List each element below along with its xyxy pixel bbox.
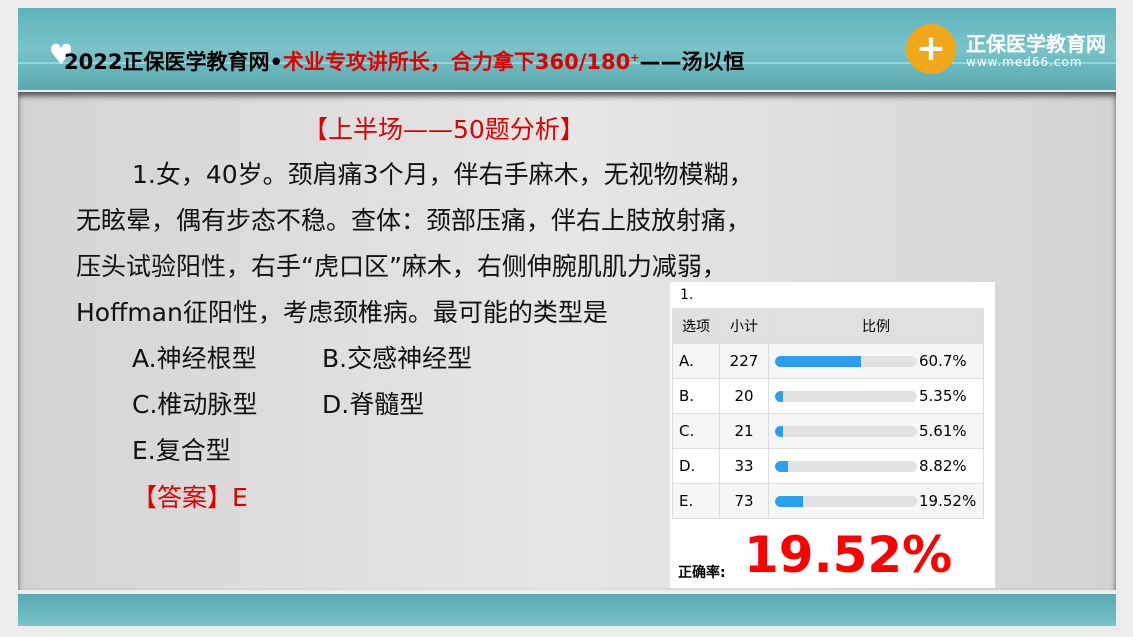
table-row: E. 73 19.52%	[672, 483, 984, 519]
table-row: B. 20 5.35%	[672, 378, 984, 414]
ratio-bar-fill	[775, 355, 862, 367]
title-sup: +	[630, 51, 640, 64]
answer: 【答案】E	[132, 483, 248, 512]
row-ratio: 5.35%	[768, 378, 984, 414]
header-line	[18, 62, 1116, 64]
ratio-bar	[775, 390, 917, 402]
question-line: 1.女，40岁。颈肩痛3个月，伴右手麻木，无视物模糊，	[132, 160, 754, 189]
row-percent: 5.61%	[919, 422, 967, 441]
stats-table: 选项 小计 比例 A. 227 60.7% B. 20 5.35% C. 21 5.61…	[672, 308, 984, 519]
table-row: A. 227 60.7%	[672, 343, 984, 379]
row-count: 20	[719, 378, 769, 414]
question-line: 压头试验阳性，右手“虎口区”麻木，右侧伸腕肌肌力减弱，	[76, 252, 727, 281]
accuracy-value: 19.52%	[744, 526, 953, 584]
logo-name: 正保医学教育网	[966, 32, 1106, 56]
row-count: 73	[719, 483, 769, 519]
row-option: C.	[672, 413, 720, 449]
accuracy-label: 正确率:	[678, 565, 726, 581]
row-ratio: 8.82%	[768, 448, 984, 484]
section-title: 【上半场——50题分析】	[303, 115, 585, 144]
logo-url: www.med66.com	[966, 55, 1083, 69]
row-percent: 60.7%	[919, 352, 967, 371]
ratio-bar	[775, 355, 917, 367]
ratio-bar-fill	[775, 390, 783, 402]
row-option: D.	[672, 448, 720, 484]
ratio-bar-fill	[775, 425, 783, 437]
title-red: 术业专攻讲所长，合力拿下360/180	[282, 50, 631, 74]
ratio-bar	[775, 495, 917, 507]
row-count: 21	[719, 413, 769, 449]
option-d: D.脊髓型	[322, 390, 425, 419]
option-a: A.神经根型	[132, 344, 257, 373]
footer-strip	[18, 594, 1116, 626]
row-ratio: 5.61%	[768, 413, 984, 449]
title-tail: ——汤以恒	[639, 50, 745, 74]
row-count: 227	[719, 343, 769, 379]
table-row: D. 33 8.82%	[672, 448, 984, 484]
ratio-bar-fill	[775, 460, 788, 472]
col-header-ratio: 比例	[768, 308, 984, 344]
row-percent: 19.52%	[919, 492, 977, 511]
ratio-bar	[775, 460, 917, 472]
col-header-count: 小计	[719, 308, 769, 344]
row-option: B.	[672, 378, 720, 414]
option-e: E.复合型	[132, 436, 231, 465]
row-percent: 8.82%	[919, 457, 967, 476]
table-row: C. 21 5.61%	[672, 413, 984, 449]
banner-title: 2022正保医学教育网•术业专攻讲所长，合力拿下360/180+——汤以恒	[64, 46, 744, 76]
option-b: B.交感神经型	[322, 344, 473, 373]
row-ratio: 19.52%	[768, 483, 984, 519]
logo-icon: +	[906, 24, 956, 74]
row-count: 33	[719, 448, 769, 484]
stats-question-number: 1.	[680, 287, 694, 303]
question-line: 无眩晕，偶有步态不稳。查体：颈部压痛，伴右上肢放射痛，	[76, 206, 752, 235]
row-percent: 5.35%	[919, 387, 967, 406]
stats-panel: 1. 选项 小计 比例 A. 227 60.7% B. 20 5.35% C. 21 5…	[670, 282, 995, 588]
row-option: E.	[672, 483, 720, 519]
title-black: 2022正保医学教育网•	[64, 50, 283, 74]
row-option: A.	[672, 343, 720, 379]
heart-plus-icon: ♥	[48, 38, 74, 71]
row-ratio: 60.7%	[768, 343, 984, 379]
question-line: Hoffman征阳性，考虑颈椎病。最可能的类型是	[76, 298, 608, 327]
option-c: C.椎动脉型	[132, 390, 258, 419]
ratio-bar-fill	[775, 495, 803, 507]
col-header-option: 选项	[672, 308, 720, 344]
ratio-bar	[775, 425, 917, 437]
